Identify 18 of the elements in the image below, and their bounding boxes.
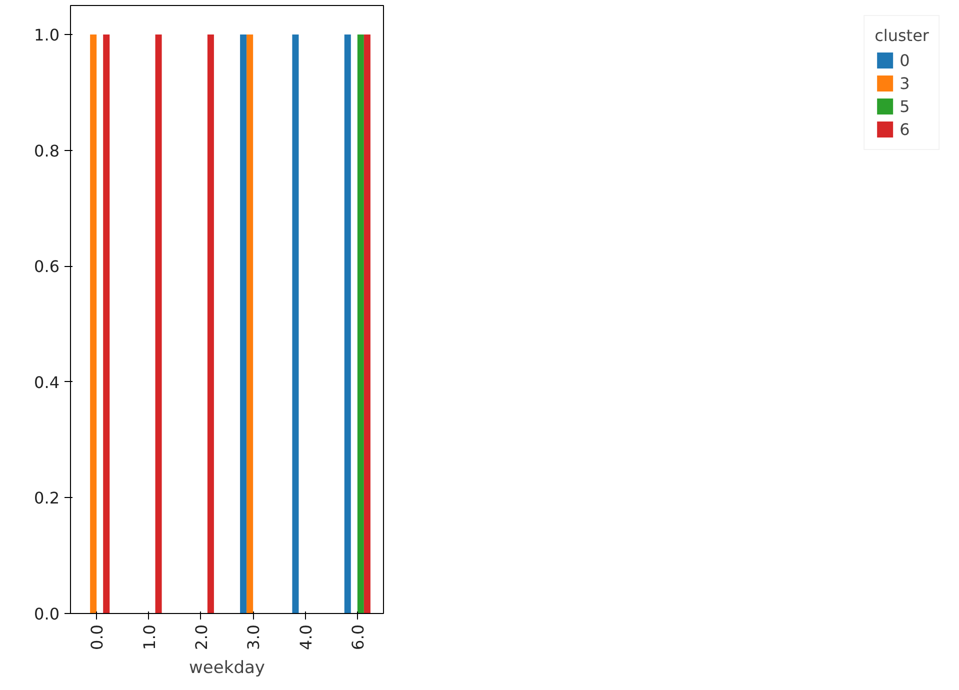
legend-label: 0 xyxy=(900,50,911,70)
legend-label: 5 xyxy=(900,96,911,116)
y-tick-label: 0.2 xyxy=(34,488,60,508)
x-axis-title: weekday xyxy=(189,658,265,678)
x-tick-label: 1.0 xyxy=(140,624,159,650)
legend-label: 3 xyxy=(900,74,911,92)
y-tick-label: 0.4 xyxy=(34,372,60,392)
legend-title: cluster xyxy=(874,26,929,45)
x-tick-label: 0.0 xyxy=(88,624,107,650)
legend-label: 6 xyxy=(900,120,911,138)
x-tick-label: 6.0 xyxy=(348,624,368,650)
y-tick-label: 0.8 xyxy=(34,141,60,160)
x-tick-label: 4.0 xyxy=(296,624,316,650)
y-tick-label: 1.0 xyxy=(34,25,60,44)
x-tick-label: 3.0 xyxy=(244,624,264,650)
y-tick-label: 0.0 xyxy=(34,604,60,624)
y-tick-label: 0.6 xyxy=(34,257,60,276)
x-tick-label: 2.0 xyxy=(192,624,211,650)
